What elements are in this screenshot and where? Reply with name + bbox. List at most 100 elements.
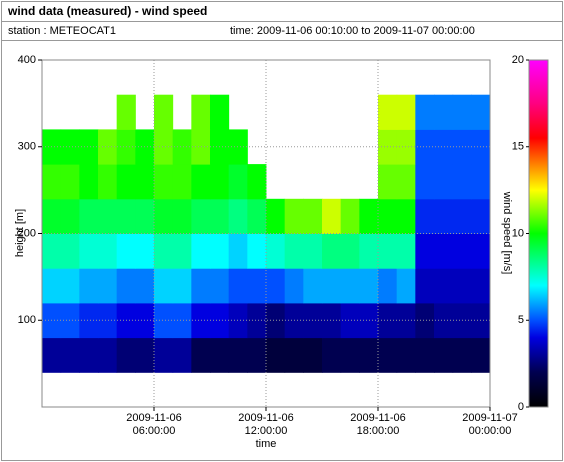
- cell: [284, 337, 304, 373]
- cell: [154, 94, 174, 130]
- cell: [434, 94, 454, 130]
- cell: [303, 233, 323, 269]
- y-axis-label: height [m]: [14, 209, 26, 257]
- cell: [415, 233, 435, 269]
- cell: [303, 268, 323, 304]
- cell: [266, 302, 286, 339]
- cell: [42, 198, 62, 234]
- cell: [116, 94, 136, 130]
- cell: [228, 233, 248, 269]
- cell: [98, 198, 118, 234]
- cell: [452, 268, 472, 304]
- cell: [116, 233, 136, 269]
- y-tick-label: 200: [18, 227, 36, 239]
- cell: [247, 337, 267, 373]
- cell: [340, 302, 360, 339]
- cell: [266, 198, 286, 234]
- cell: [228, 302, 248, 339]
- cell: [359, 198, 379, 234]
- cell: [247, 198, 267, 234]
- cell: [434, 198, 454, 234]
- cell: [434, 302, 454, 339]
- y-tick-label: 300: [18, 141, 36, 153]
- cell: [98, 233, 118, 269]
- cell: [378, 198, 398, 234]
- cell: [284, 233, 304, 269]
- cell: [415, 129, 435, 165]
- cell: [247, 233, 267, 269]
- cell: [172, 164, 192, 200]
- x-tick-label: 2009-11-06 06:00:00: [126, 412, 182, 437]
- cell: [434, 268, 454, 304]
- colorbar: [528, 59, 549, 408]
- cell: [172, 337, 192, 373]
- cell: [154, 233, 174, 269]
- cell: [396, 129, 416, 165]
- cell: [266, 233, 286, 269]
- colorbar-tick-label: 0: [518, 401, 524, 413]
- cell: [60, 302, 80, 339]
- cell: [396, 164, 416, 200]
- cell: [322, 302, 342, 339]
- cell: [172, 129, 192, 165]
- cell: [303, 198, 323, 234]
- cell: [359, 233, 379, 269]
- x-tick-label: 2009-11-06 12:00:00: [238, 412, 294, 437]
- cell: [154, 129, 174, 165]
- cell: [471, 94, 491, 130]
- cell: [340, 198, 360, 234]
- cell: [247, 268, 267, 304]
- cell: [191, 198, 211, 234]
- cell: [228, 337, 248, 373]
- cell: [154, 337, 174, 373]
- title: wind data (measured) - wind speed: [7, 4, 207, 18]
- cell: [210, 164, 230, 200]
- cell: [396, 233, 416, 269]
- cell: [191, 129, 211, 165]
- cell: [228, 164, 248, 200]
- cell: [359, 302, 379, 339]
- cell: [116, 164, 136, 200]
- cell: [266, 337, 286, 373]
- cell: [191, 302, 211, 339]
- cell: [98, 268, 118, 304]
- cell: [60, 164, 80, 200]
- cell: [60, 233, 80, 269]
- cell: [42, 164, 62, 200]
- cell: [116, 268, 136, 304]
- cell: [378, 233, 398, 269]
- cell: [378, 94, 398, 130]
- cell: [359, 337, 379, 373]
- colorbar-tick-label: 20: [512, 54, 524, 66]
- cell: [284, 268, 304, 304]
- cell: [154, 268, 174, 304]
- cell: [228, 268, 248, 304]
- cell: [340, 233, 360, 269]
- cell: [60, 129, 80, 165]
- cell: [79, 302, 99, 339]
- cell: [191, 94, 211, 130]
- cell: [378, 337, 398, 373]
- cell: [434, 337, 454, 373]
- cell: [60, 337, 80, 373]
- cell: [434, 129, 454, 165]
- cell: [135, 233, 155, 269]
- cell: [415, 268, 435, 304]
- cell: [471, 198, 491, 234]
- cell: [154, 198, 174, 234]
- cell: [42, 268, 62, 304]
- cell: [396, 198, 416, 234]
- cell: [210, 268, 230, 304]
- cell: [191, 233, 211, 269]
- cell: [396, 337, 416, 373]
- cell: [452, 94, 472, 130]
- cell: [471, 164, 491, 200]
- cell: [415, 198, 435, 234]
- station: station : METEOCAT1: [8, 25, 116, 37]
- cell: [42, 337, 62, 373]
- x-axis-label: time: [256, 438, 277, 450]
- cell: [42, 233, 62, 269]
- cell: [116, 198, 136, 234]
- cell: [322, 198, 342, 234]
